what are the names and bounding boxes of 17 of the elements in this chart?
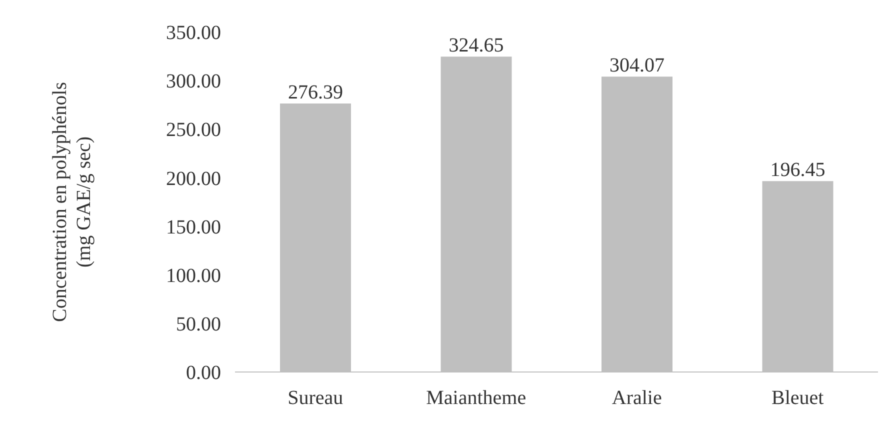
- y-tick-label: 300.00: [166, 70, 221, 93]
- y-tick-label: 250.00: [166, 119, 221, 142]
- data-label: 276.39: [288, 82, 344, 104]
- y-tick-label: 50.00: [176, 314, 221, 336]
- x-tick-label: Bleuet: [772, 387, 824, 410]
- y-tick-label: 100.00: [166, 264, 221, 287]
- y-tick-label: 200.00: [166, 168, 221, 190]
- y-tick-label: 0.00: [186, 362, 221, 384]
- data-label: 304.07: [610, 54, 665, 77]
- data-label: 196.45: [770, 159, 826, 182]
- data-label: 324.65: [448, 34, 504, 57]
- x-tick-label: Sureau: [288, 387, 344, 410]
- x-tick-label: Aralie: [612, 387, 662, 410]
- y-tick-label: 350.00: [166, 22, 221, 44]
- y-axis-title: Concentration en polyphénols (mg GAE/g sec): [49, 82, 95, 322]
- x-tick-label: Maiantheme: [426, 387, 526, 410]
- y-tick-label: 150.00: [166, 216, 221, 238]
